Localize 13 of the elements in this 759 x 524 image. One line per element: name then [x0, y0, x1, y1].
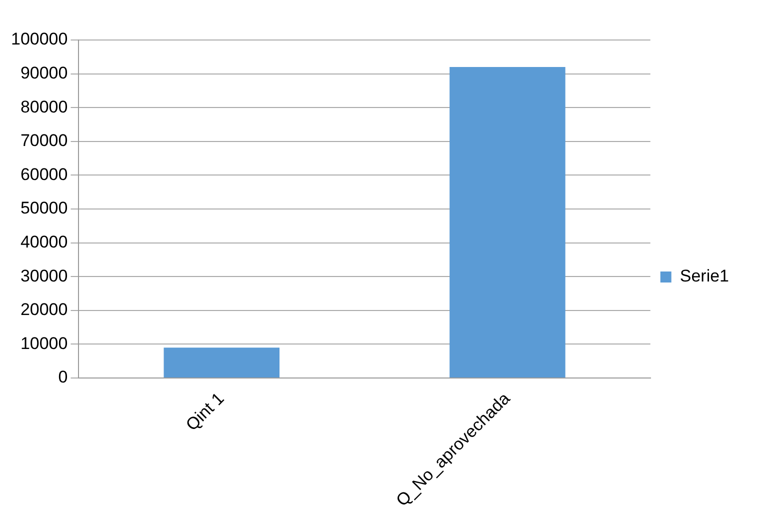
y-tick-label: 50000	[20, 198, 68, 218]
y-tick-label: 80000	[20, 97, 68, 116]
y-tick-label: 0	[58, 368, 68, 387]
y-tick-label: 60000	[20, 164, 68, 184]
y-tick-label: 70000	[20, 131, 68, 150]
y-tick-label: 10000	[20, 334, 68, 353]
y-tick-label: 40000	[20, 232, 68, 252]
y-tick-label: 30000	[20, 266, 68, 286]
y-tick-label: 20000	[20, 300, 68, 320]
x-tick-label: Qint 1	[182, 388, 228, 434]
y-tick-label: 90000	[20, 63, 68, 82]
y-tick-label: 100000	[10, 30, 68, 49]
legend-label: Serie1	[680, 266, 729, 286]
